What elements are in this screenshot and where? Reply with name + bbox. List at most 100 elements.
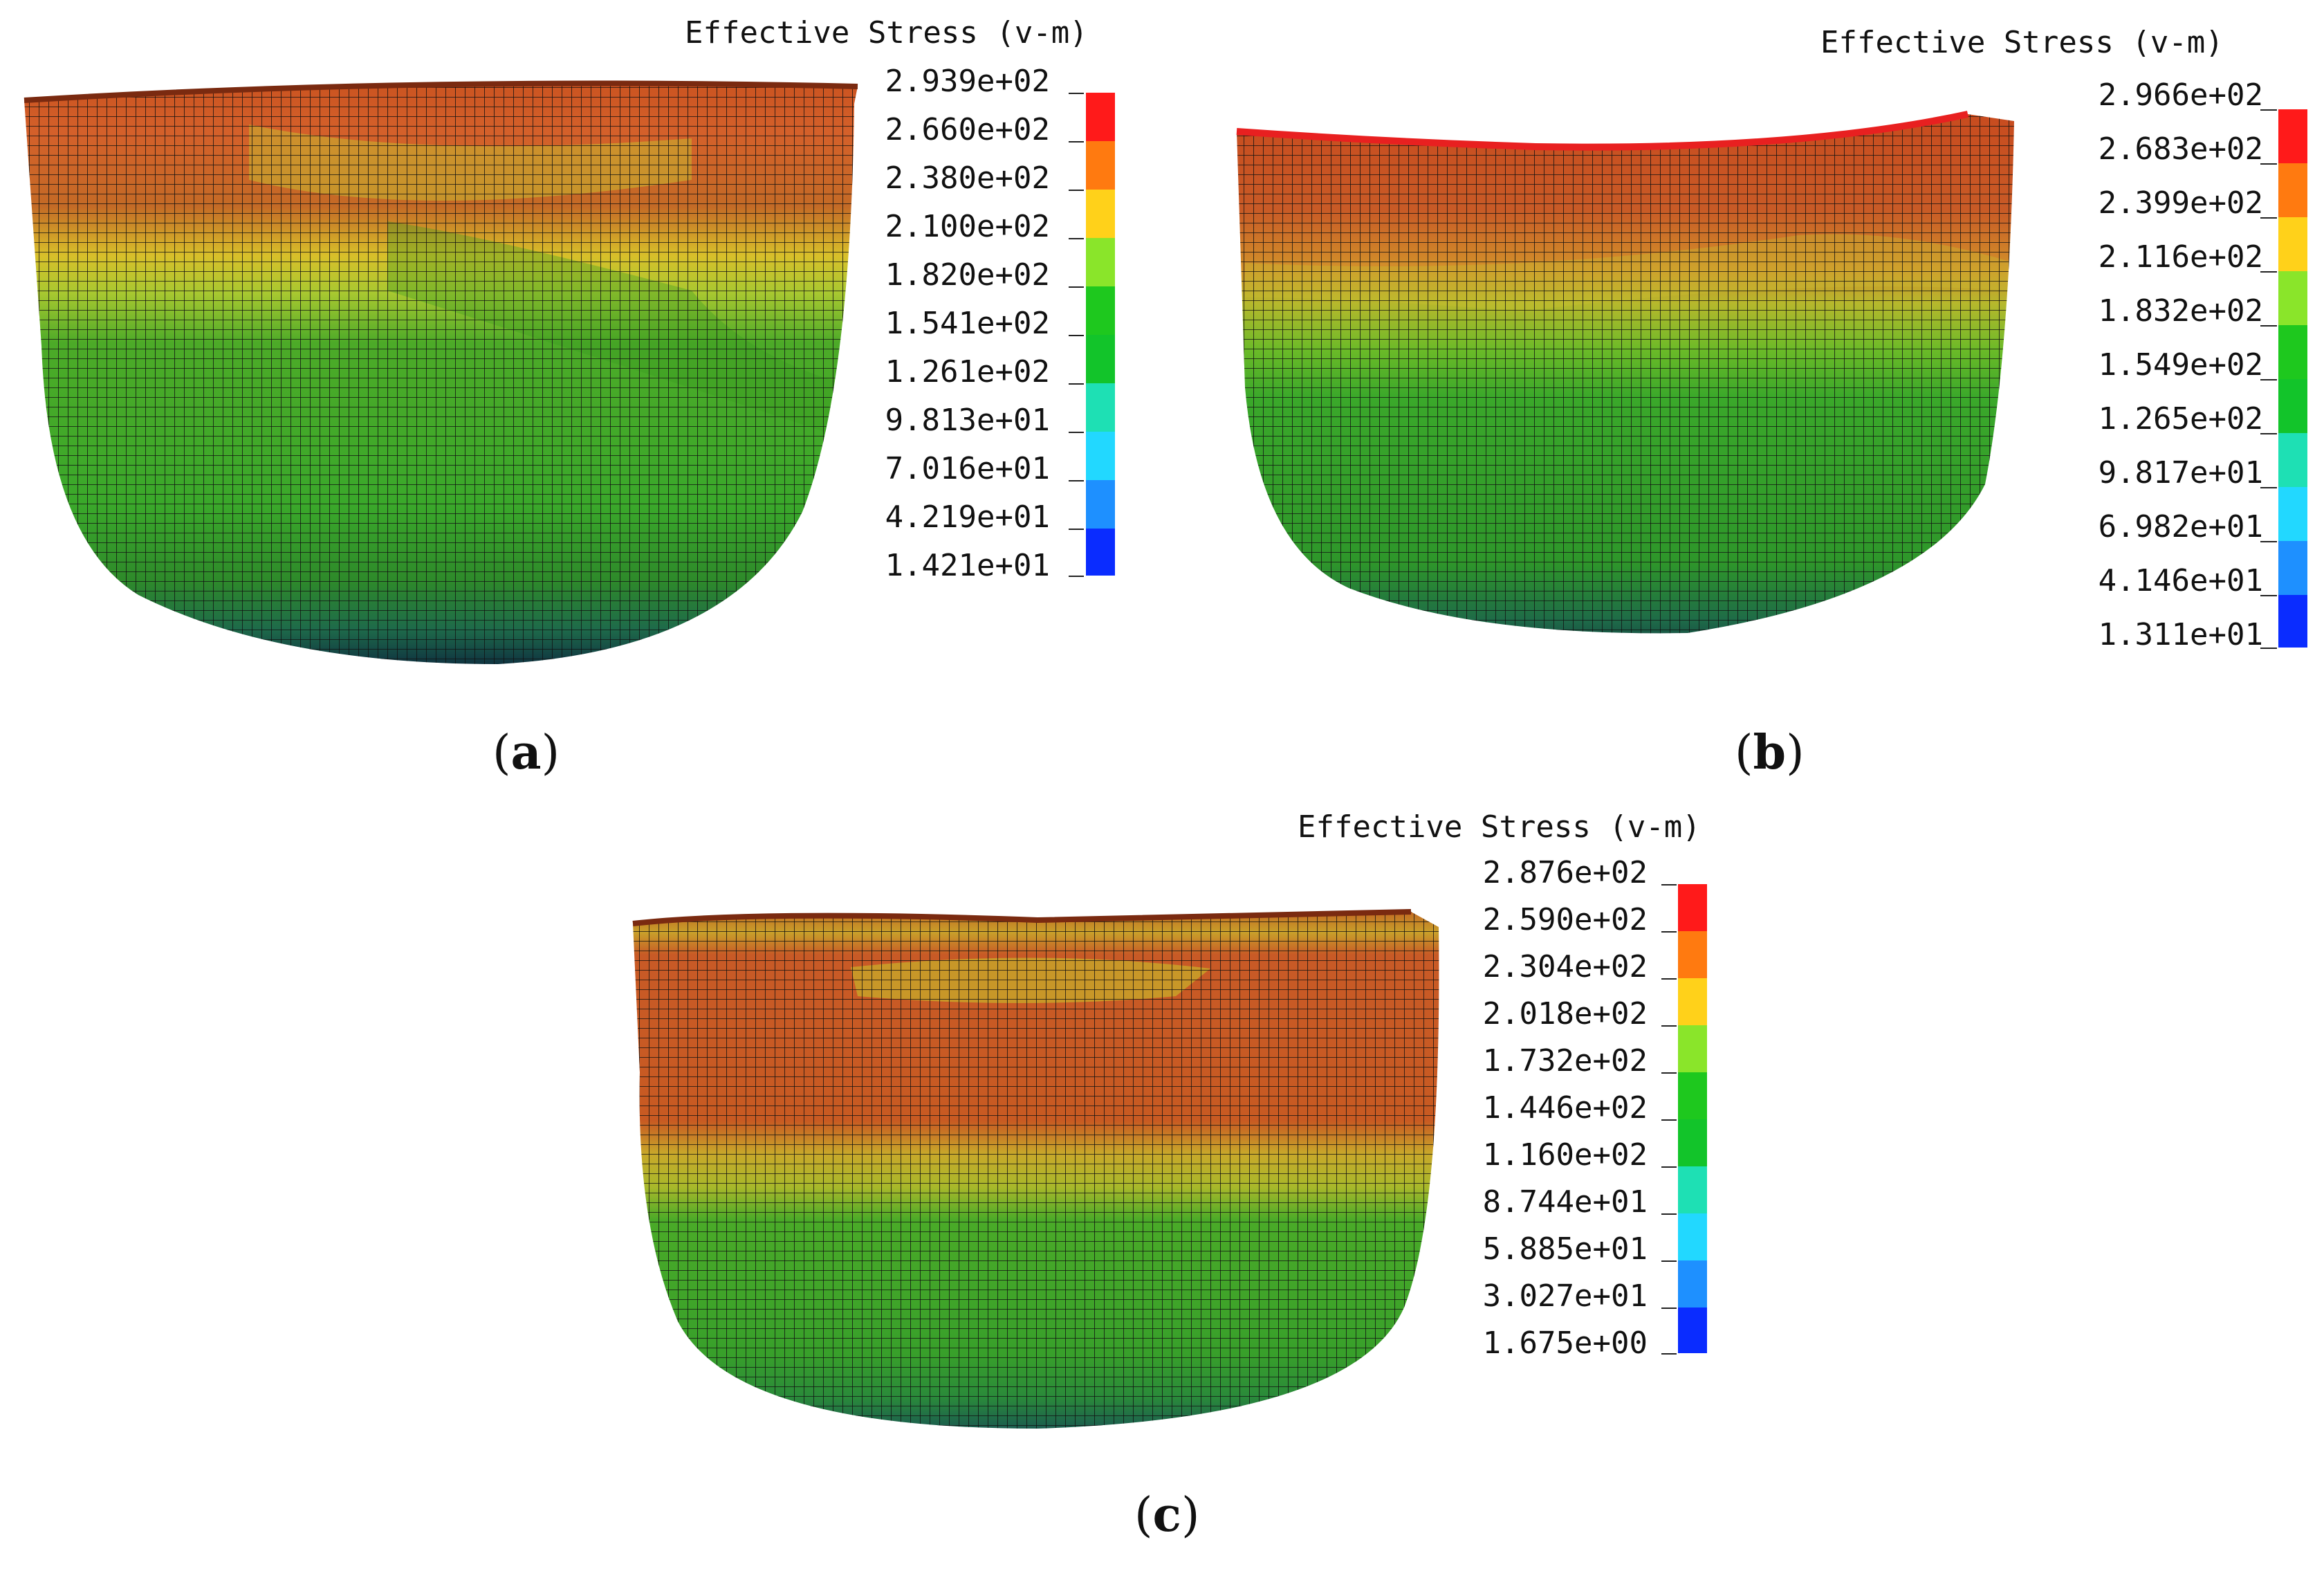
legend-bin — [1678, 1260, 1707, 1308]
legend-tick-label: 2.100e+02 — [885, 209, 1050, 244]
legend-bin — [1086, 480, 1115, 529]
legend-tick-mark — [2260, 379, 2277, 380]
legend-bin — [1678, 1025, 1707, 1072]
legend-tick-mark — [1661, 1166, 1677, 1168]
legend-tick-mark — [1661, 931, 1677, 933]
legend-tick-label: 1.265e+02 — [2098, 401, 2263, 437]
legend-bin — [1678, 1308, 1707, 1353]
legend-tick-label: 1.541e+02 — [885, 306, 1050, 341]
legend-tick-label: 2.380e+02 — [885, 160, 1050, 196]
legend-tick-label: 5.885e+01 — [1482, 1231, 1648, 1267]
legend-bin — [1678, 931, 1707, 978]
legend-tick-mark — [1069, 383, 1084, 385]
legend-bin — [1086, 238, 1115, 286]
legend-bin — [2278, 433, 2307, 487]
legend-bin — [1086, 335, 1115, 383]
panel-caption: (b) — [1735, 725, 1805, 780]
legend-tick-mark — [1069, 529, 1084, 530]
legend-bin — [1086, 383, 1115, 432]
legend-tick-label: 1.675e+00 — [1482, 1325, 1648, 1361]
legend-tick-mark — [1661, 1025, 1677, 1027]
legend-tick-label: 2.399e+02 — [2098, 185, 2263, 221]
stress-contour-cup-b — [1236, 111, 2014, 634]
legend-tick-label: 1.549e+02 — [2098, 347, 2263, 383]
legend-tick-label: 1.261e+02 — [885, 354, 1050, 389]
legend-bin — [1678, 1166, 1707, 1213]
legend-tick-label: 1.160e+02 — [1482, 1137, 1648, 1173]
legend-tick-mark — [2260, 487, 2277, 488]
legend-tick-mark — [2260, 325, 2277, 327]
legend-bin — [2278, 595, 2307, 648]
legend-tick-mark — [2260, 109, 2277, 111]
legend-bin — [1678, 1119, 1707, 1166]
legend-title: Effective Stress (v-m) — [1820, 25, 2224, 60]
legend-tick-label: 8.744e+01 — [1482, 1184, 1648, 1220]
legend-tick-label: 3.027e+01 — [1482, 1278, 1648, 1314]
legend-tick-mark — [1069, 141, 1084, 143]
legend-tick-mark — [1069, 238, 1084, 239]
legend-tick-mark — [1661, 978, 1677, 980]
legend-bin — [2278, 541, 2307, 595]
legend-tick-mark — [1661, 884, 1677, 886]
legend-bin — [1086, 286, 1115, 335]
legend-tick-mark — [1069, 190, 1084, 191]
legend-bin — [2278, 109, 2307, 163]
legend-bin — [1086, 529, 1115, 576]
legend-tick-label: 6.982e+01 — [2098, 509, 2263, 544]
legend-tick-label: 2.116e+02 — [2098, 239, 2263, 275]
stress-contour-cup-a — [24, 80, 858, 664]
legend-tick-label: 9.813e+01 — [885, 403, 1050, 438]
legend-tick-label: 2.660e+02 — [885, 112, 1050, 147]
panel-a: Effective Stress (v-m) 2.939e+02 2.660e+… — [0, 0, 1162, 789]
legend-bin — [1678, 1072, 1707, 1119]
legend-tick-label: 1.732e+02 — [1482, 1043, 1648, 1079]
panel-c: Effective Stress (v-m) 2.876e+02 2.590e+… — [0, 796, 2324, 1578]
legend-tick-mark — [1661, 1119, 1677, 1121]
legend-title: Effective Stress (v-m) — [1298, 809, 1701, 845]
legend-tick-label: 4.146e+01 — [2098, 563, 2263, 598]
legend-tick-mark — [1661, 1260, 1677, 1262]
legend-bin — [2278, 217, 2307, 271]
legend-tick-mark — [1069, 576, 1084, 577]
legend-tick-label: 2.683e+02 — [2098, 131, 2263, 167]
legend-tick-label: 9.817e+01 — [2098, 455, 2263, 490]
legend-tick-label: 1.421e+01 — [885, 548, 1050, 583]
legend-tick-mark — [1661, 1353, 1677, 1355]
legend-tick-label: 1.446e+02 — [1482, 1090, 1648, 1126]
legend-tick-mark — [1661, 1072, 1677, 1074]
legend-tick-mark — [2260, 271, 2277, 273]
legend-bin — [1086, 432, 1115, 480]
legend-tick-label: 1.820e+02 — [885, 257, 1050, 293]
legend-tick-mark — [2260, 648, 2277, 649]
legend-tick-mark — [2260, 541, 2277, 542]
legend-bin — [1086, 93, 1115, 141]
legend-bin — [1678, 1213, 1707, 1260]
stress-contour-cup-c — [632, 909, 1439, 1429]
legend-tick-mark — [1069, 93, 1084, 94]
legend-tick-label: 4.219e+01 — [885, 499, 1050, 535]
legend-tick-label: 2.018e+02 — [1482, 996, 1648, 1031]
legend-tick-label: 2.304e+02 — [1482, 949, 1648, 984]
legend-tick-label: 1.311e+01 — [2098, 617, 2263, 652]
legend-bin — [2278, 271, 2307, 325]
legend-tick-mark — [2260, 433, 2277, 434]
legend-tick-mark — [1069, 432, 1084, 433]
legend-tick-mark — [1661, 1308, 1677, 1309]
legend-bin — [1678, 884, 1707, 931]
legend-bin — [1086, 141, 1115, 190]
legend-bin — [2278, 487, 2307, 541]
legend-tick-label: 2.939e+02 — [885, 64, 1050, 99]
legend-tick-mark — [1069, 480, 1084, 481]
legend-tick-mark — [1661, 1213, 1677, 1215]
legend-tick-label: 7.016e+01 — [885, 451, 1050, 486]
legend-bin — [2278, 379, 2307, 433]
panel-b: Effective Stress (v-m) 2.966e+02 2.683e+… — [1176, 0, 2324, 789]
legend-tick-label: 1.832e+02 — [2098, 293, 2263, 329]
legend-bin — [1086, 190, 1115, 238]
legend-tick-label: 2.590e+02 — [1482, 902, 1648, 937]
legend-bin — [1678, 978, 1707, 1025]
legend-tick-label: 2.876e+02 — [1482, 855, 1648, 890]
legend-tick-label: 2.966e+02 — [2098, 77, 2263, 113]
legend-tick-mark — [1069, 335, 1084, 336]
legend-bin — [2278, 163, 2307, 217]
